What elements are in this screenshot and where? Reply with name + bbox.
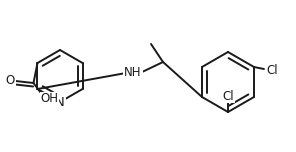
Text: OH: OH xyxy=(41,93,59,105)
Text: Cl: Cl xyxy=(222,90,234,102)
Text: NH: NH xyxy=(124,67,142,79)
Text: Cl: Cl xyxy=(266,64,278,78)
Text: N: N xyxy=(55,95,65,109)
Text: O: O xyxy=(6,74,15,88)
